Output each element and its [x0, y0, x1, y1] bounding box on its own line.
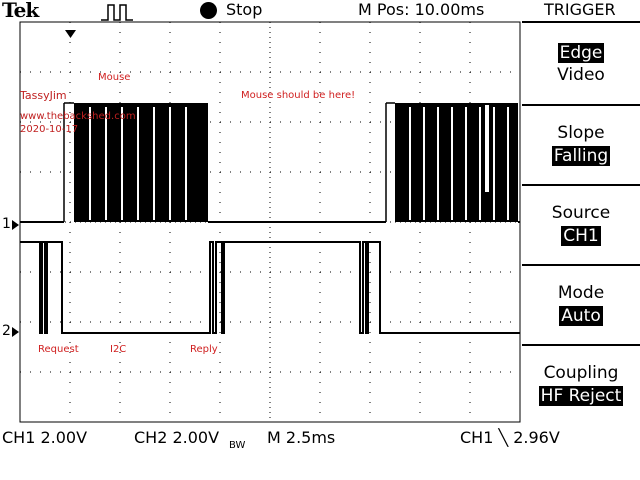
menu-separator — [522, 264, 640, 266]
source-value-text: CH1 — [561, 226, 601, 246]
ch1-scale: CH1 2.00V — [2, 428, 88, 447]
annotation-request: Request — [38, 344, 79, 355]
mode-value-text: Auto — [559, 306, 603, 326]
pulse-icon — [101, 4, 133, 21]
ch2-ground-arrow — [12, 327, 19, 337]
menu-separator — [522, 344, 640, 346]
annotation-reply: Reply — [190, 344, 218, 355]
menu-edge-text: Edge — [557, 43, 605, 63]
menu-mode-value[interactable]: Auto — [522, 305, 640, 327]
menu-source-label[interactable]: Source — [551, 203, 611, 223]
trigger-menu-title: TRIGGER — [544, 0, 616, 19]
menu-mode-label[interactable]: Mode — [557, 283, 605, 303]
ch1-ground-arrow — [12, 220, 19, 230]
menu-separator — [522, 21, 640, 23]
watermark-site: www.thebackshed.com — [20, 111, 136, 122]
menu-slope-value[interactable]: Falling — [522, 145, 640, 167]
tek-logo: Tek — [2, 0, 39, 22]
ch1-burst-block — [395, 103, 518, 222]
watermark-date: 2020-10-17 — [20, 124, 79, 135]
menu-separator — [522, 104, 640, 106]
horizontal-position: M Pos: 10.00ms — [358, 0, 485, 19]
trigger-position-marker — [65, 30, 76, 38]
ch1-marker: 1 — [2, 216, 11, 232]
menu-source-value[interactable]: CH1 — [522, 225, 640, 247]
timebase: M 2.5ms — [267, 428, 336, 447]
trigger-readout: CH1 ╲ 2.96V — [460, 428, 560, 447]
watermark-name: TassyJim — [20, 89, 67, 102]
menu-separator — [522, 184, 640, 186]
annotation-mouse-should: Mouse should be here! — [241, 90, 356, 101]
ch2-scale: CH2 2.00V — [134, 428, 220, 447]
menu-video-value[interactable]: Video — [557, 65, 605, 85]
ch2-marker: 2 — [2, 323, 11, 339]
menu-coupling-label[interactable]: Coupling — [543, 363, 619, 383]
annotation-mouse: Mouse — [98, 72, 131, 83]
bandwidth-limit-mark: BW — [229, 440, 246, 451]
menu-edge-label[interactable]: Edge — [522, 42, 640, 64]
ch2-trace — [20, 241, 520, 334]
menu-coupling-value[interactable]: HF Reject — [522, 385, 640, 407]
acquisition-status: Stop — [226, 0, 263, 19]
coupling-value-text: HF Reject — [538, 386, 624, 406]
annotation-i2c: I2C — [110, 344, 127, 355]
slope-value-text: Falling — [551, 146, 611, 166]
stop-indicator-icon — [200, 2, 217, 19]
menu-slope-label[interactable]: Slope — [557, 123, 605, 143]
